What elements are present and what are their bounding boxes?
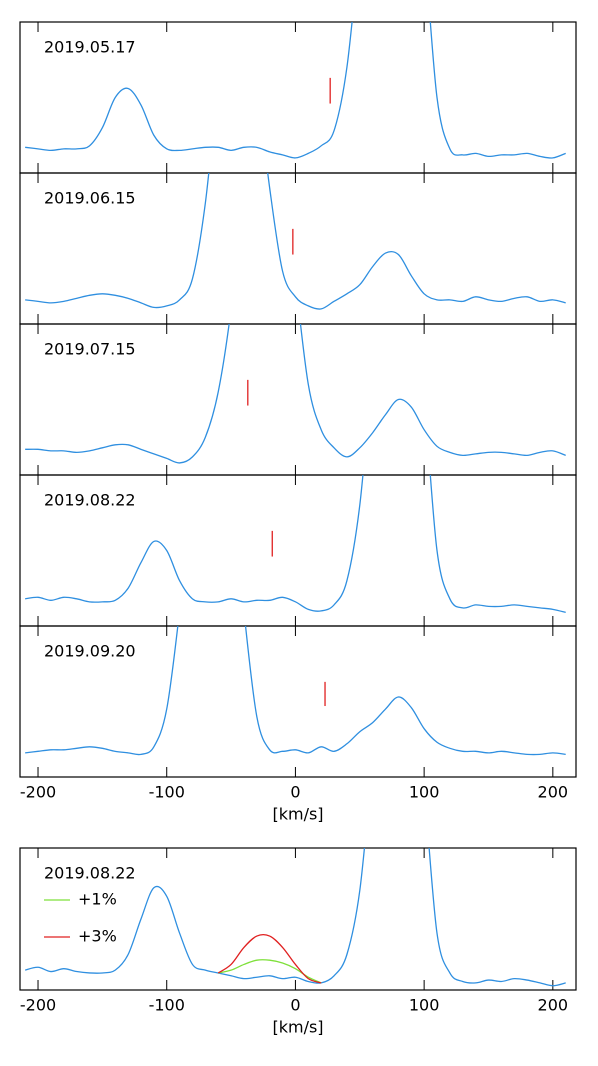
x-tick-label: 200 <box>538 996 569 1015</box>
panel-frame <box>19 625 577 778</box>
x-tick-label: -100 <box>149 783 185 802</box>
spectrum-line <box>25 173 566 310</box>
x-tick-label: -200 <box>20 996 56 1015</box>
plot-area <box>24 848 566 987</box>
plot-area <box>25 22 566 159</box>
plot-area <box>25 324 566 464</box>
panel-label: 2019.09.20 <box>44 642 136 661</box>
spectrum-line <box>25 626 566 756</box>
legend-label: +3% <box>78 927 117 946</box>
x-tick-label: 0 <box>290 996 300 1015</box>
plot-area <box>25 626 566 756</box>
x-tick-label: 100 <box>409 783 440 802</box>
spectrum-line <box>25 324 566 464</box>
x-tick-label: 100 <box>409 996 440 1015</box>
plot-area <box>25 475 566 614</box>
spectrum-line <box>217 933 322 984</box>
spectrum-line <box>25 22 566 159</box>
panel-label: 2019.06.15 <box>44 189 136 208</box>
panel-label: 2019.05.17 <box>44 38 136 57</box>
panel-frame <box>19 847 577 991</box>
panel-label: 2019.08.22 <box>44 864 136 883</box>
legend-label: +1% <box>78 890 117 909</box>
panel-label: 2019.08.22 <box>44 491 136 510</box>
spectrum-line <box>24 848 566 987</box>
x-tick-label: -200 <box>20 783 56 802</box>
x-axis-label: [km/s] <box>272 805 323 824</box>
spectrum-line <box>218 959 322 984</box>
x-tick-label: -100 <box>149 996 185 1015</box>
spectrum-line <box>25 475 566 614</box>
x-axis-label: [km/s] <box>272 1018 323 1037</box>
x-tick-label: 200 <box>538 783 569 802</box>
x-tick-label: 0 <box>290 783 300 802</box>
panel-label: 2019.07.15 <box>44 340 136 359</box>
plot-area <box>25 173 566 310</box>
